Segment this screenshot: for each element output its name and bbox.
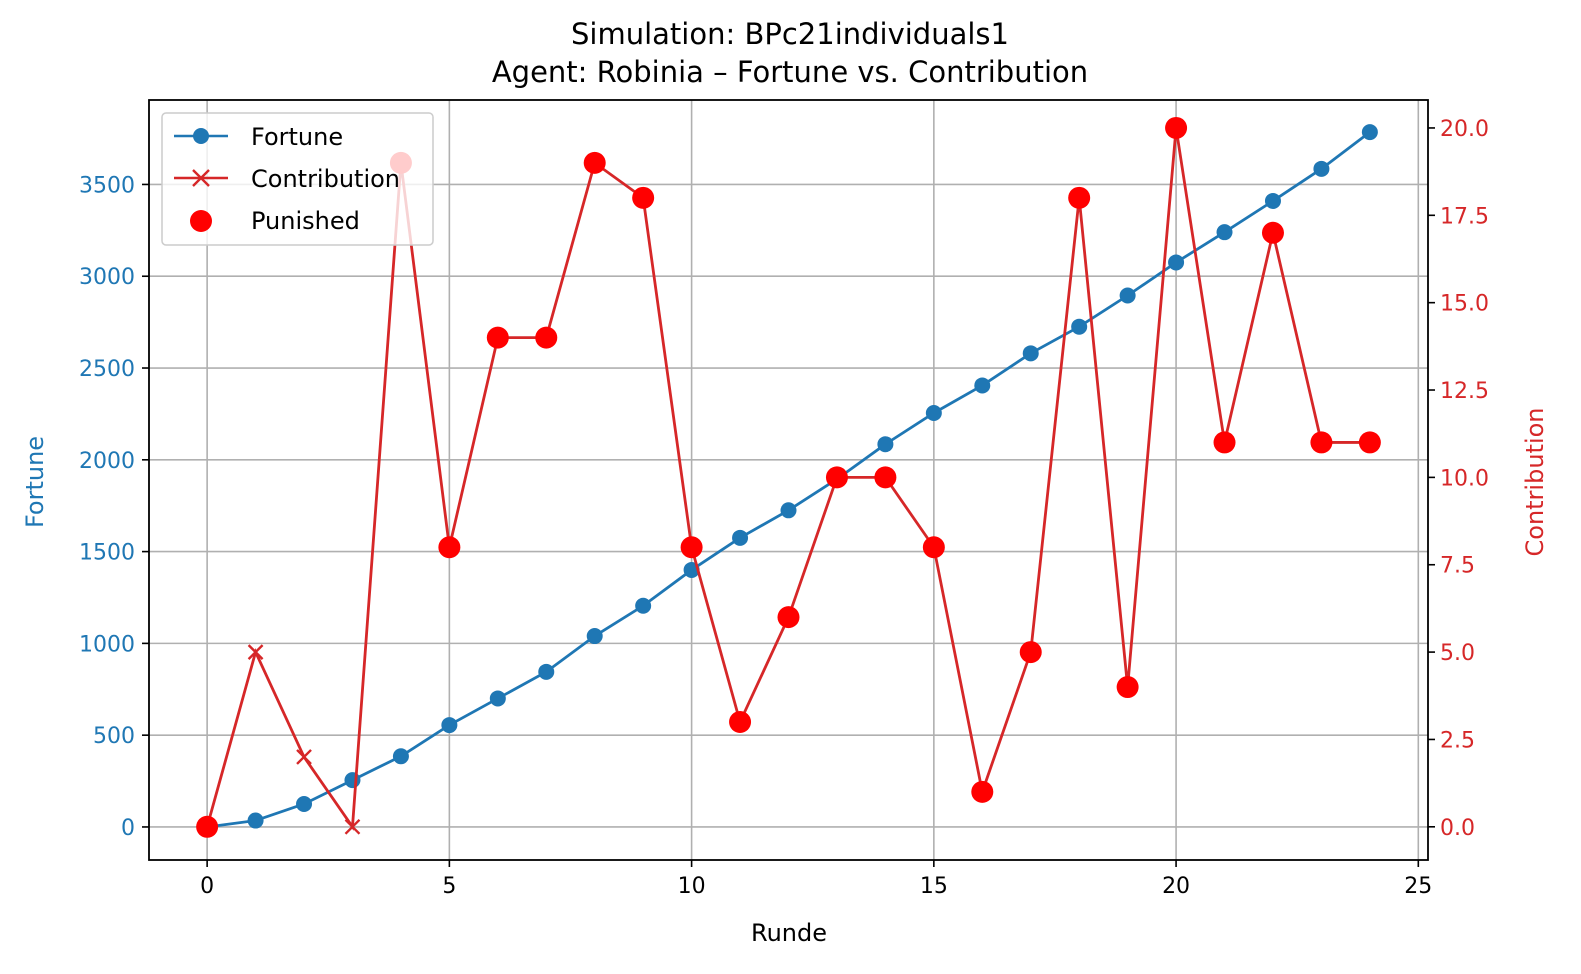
- y-left-tick-label: 3500: [79, 173, 135, 198]
- punished-point: [971, 780, 994, 803]
- x-tick-label: 10: [678, 874, 706, 899]
- punished-point: [680, 536, 703, 559]
- y-left-axis-ticks: 0 500 1000 1500 2000 2500 3000 3500: [79, 173, 149, 841]
- legend: Fortune Contribution Punished: [161, 112, 434, 246]
- fortune-point: [925, 404, 942, 421]
- punished-point: [922, 536, 945, 559]
- punished-point: [1068, 186, 1091, 209]
- punished-point: [583, 151, 606, 174]
- fortune-point: [780, 502, 797, 519]
- x-tick-label: 5: [442, 874, 456, 899]
- y-right-tick-label: 17.5: [1440, 204, 1489, 229]
- fortune-point: [1216, 224, 1233, 241]
- punished-point: [486, 326, 509, 349]
- legend-fortune-label: Fortune: [251, 123, 343, 151]
- chart-subtitle: Agent: Robinia – Fortune vs. Contributio…: [492, 55, 1088, 89]
- legend-contribution-marker: [192, 169, 210, 187]
- y-right-axis-label: Contribution: [1521, 407, 1549, 556]
- fortune-point: [489, 690, 506, 707]
- fortune-point: [344, 772, 361, 789]
- legend-fortune-marker: [193, 128, 209, 144]
- y-right-tick-label: 15.0: [1440, 292, 1489, 317]
- fortune-point: [732, 529, 749, 546]
- y-left-tick-label: 0: [121, 816, 135, 841]
- y-right-tick-label: 10.0: [1440, 466, 1489, 491]
- legend-box: [161, 112, 434, 246]
- x-axis-label: Runde: [751, 919, 827, 947]
- fortune-point: [1022, 345, 1039, 362]
- y-right-tick-label: 7.5: [1440, 554, 1475, 579]
- punished-point: [535, 326, 558, 349]
- fortune-point: [1361, 124, 1378, 141]
- legend-punished-label: Punished: [251, 207, 360, 235]
- y-right-tick-label: 20.0: [1440, 117, 1489, 142]
- y-left-tick-label: 2500: [79, 357, 135, 382]
- x-axis-ticks: 0 5 10 15 20 25: [200, 860, 1432, 899]
- legend-contribution-label: Contribution: [251, 165, 400, 193]
- fortune-point: [1119, 287, 1136, 304]
- punished-point: [438, 536, 461, 559]
- punished-point: [1310, 431, 1333, 454]
- fortune-point: [1071, 318, 1088, 335]
- punished-point: [1019, 641, 1042, 664]
- punished-point: [1165, 116, 1188, 139]
- punished-point: [1358, 431, 1381, 454]
- fortune-point: [296, 796, 313, 813]
- y-right-tick-label: 2.5: [1440, 728, 1475, 753]
- fortune-point: [1168, 254, 1185, 271]
- punished-point: [196, 815, 219, 838]
- y-left-tick-label: 2000: [79, 449, 135, 474]
- fortune-point: [1313, 160, 1330, 177]
- fortune-point: [441, 717, 458, 734]
- punished-point: [825, 466, 848, 489]
- punished-point: [777, 606, 800, 629]
- fortune-point: [586, 628, 603, 645]
- x-tick-label: 20: [1162, 874, 1190, 899]
- fortune-point: [1264, 192, 1281, 209]
- fortune-point: [635, 597, 652, 614]
- legend-punished-marker: [190, 210, 212, 232]
- punished-point: [1116, 676, 1139, 699]
- chart-title: Simulation: BPc21individuals1: [571, 17, 1009, 51]
- y-left-tick-label: 1000: [79, 632, 135, 657]
- fortune-point: [974, 377, 991, 394]
- contribution-point: [344, 818, 361, 835]
- y-left-tick-label: 3000: [79, 265, 135, 290]
- y-left-axis-label: Fortune: [21, 436, 49, 528]
- fortune-point: [247, 812, 264, 829]
- x-tick-label: 15: [920, 874, 948, 899]
- x-tick-label: 25: [1404, 874, 1432, 899]
- contribution-point: [247, 644, 264, 660]
- x-tick-label: 0: [200, 874, 214, 899]
- punished-point: [874, 466, 897, 489]
- contribution-point: [296, 749, 312, 765]
- plot-frame: [148, 99, 1429, 861]
- fortune-point: [877, 436, 894, 453]
- y-right-tick-label: 0.0: [1440, 816, 1475, 841]
- punished-point: [1213, 431, 1236, 454]
- punished-point: [632, 186, 655, 209]
- y-left-tick-label: 1500: [79, 541, 135, 566]
- grid: [149, 100, 1428, 860]
- fortune-point: [538, 663, 555, 680]
- y-right-tick-label: 12.5: [1440, 379, 1489, 404]
- punished-point: [1261, 221, 1284, 244]
- fortune-point: [392, 748, 409, 765]
- y-right-axis-ticks: 0.0 2.5 5.0 7.5 10.0 12.5 15.0 17.5 20.0: [1428, 117, 1489, 841]
- y-right-tick-label: 5.0: [1440, 641, 1475, 666]
- punished-point: [729, 710, 752, 733]
- y-left-tick-label: 500: [93, 724, 135, 749]
